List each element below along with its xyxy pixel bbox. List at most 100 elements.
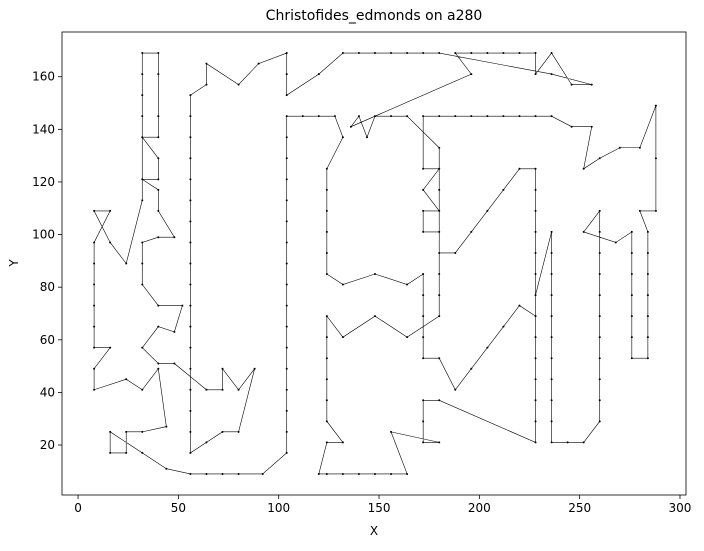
x-tick-label: 50 [171,501,186,515]
city-point [285,199,288,202]
city-point [518,52,521,55]
tour-line [93,52,657,475]
city-point [257,62,260,65]
city-point [438,146,441,149]
city-point [109,209,112,212]
city-point [261,472,264,475]
city-point [654,209,657,212]
city-point [165,467,168,470]
city-point [189,451,192,454]
city-point [518,304,521,307]
y-tick-label: 100 [32,228,55,242]
city-point [237,430,240,433]
x-tick-label: 150 [368,501,391,515]
city-point [618,146,621,149]
city-point [141,52,144,55]
city-point [534,336,537,339]
city-point [325,472,328,475]
city-point [598,251,601,254]
city-point [189,262,192,265]
city-point [141,241,144,244]
city-point [638,209,641,212]
city-point [502,115,505,118]
city-point [157,178,160,181]
city-point [157,367,160,370]
city-point [189,283,192,286]
city-point [189,472,192,475]
city-point [325,315,328,318]
city-point [422,399,425,402]
city-point [534,273,537,276]
city-point [550,441,553,444]
city-point [205,83,208,86]
city-point [141,262,144,265]
city-point [630,336,633,339]
city-point [438,209,441,212]
city-point [189,115,192,118]
city-point [598,209,601,212]
city-point [422,188,425,191]
city-point [141,94,144,97]
city-point [317,73,320,76]
city-point [157,325,160,328]
city-point [534,115,537,118]
city-point [422,115,425,118]
city-point [157,188,160,191]
city-point [534,251,537,254]
city-point [438,167,441,170]
city-point [189,430,192,433]
city-point [630,315,633,318]
city-point [598,378,601,381]
city-point [374,52,377,55]
city-point [438,441,441,444]
city-point [598,157,601,160]
city-point [470,115,473,118]
city-point [646,357,649,360]
city-point [454,388,457,391]
city-point [93,209,96,212]
city-point [253,367,256,370]
city-point [534,209,537,212]
city-point [390,115,393,118]
city-point [221,472,224,475]
city-point [374,273,377,276]
city-point [285,325,288,328]
city-point [534,441,537,444]
city-point [285,451,288,454]
city-point [285,178,288,181]
city-point [285,304,288,307]
city-point [454,115,457,118]
city-point [422,52,425,55]
city-point [341,136,344,139]
city-point [285,430,288,433]
city-point [598,294,601,297]
city-point [422,167,425,170]
city-point [93,367,96,370]
city-point [566,441,569,444]
city-point [333,115,336,118]
city-point [301,115,304,118]
city-point [93,241,96,244]
city-point [422,273,425,276]
city-point [285,388,288,391]
city-point [325,357,328,360]
city-point [534,52,537,55]
city-point [638,146,641,149]
city-point [325,230,328,233]
city-point [325,420,328,423]
city-point [189,94,192,97]
city-point [646,251,649,254]
city-point [189,409,192,412]
city-point [221,430,224,433]
city-point [550,399,553,402]
city-point [93,388,96,391]
city-point [646,336,649,339]
city-point [646,273,649,276]
city-point [570,125,573,128]
city-point [598,420,601,423]
city-point [570,83,573,86]
city-point [502,188,505,191]
city-point [141,388,144,391]
city-point [630,273,633,276]
